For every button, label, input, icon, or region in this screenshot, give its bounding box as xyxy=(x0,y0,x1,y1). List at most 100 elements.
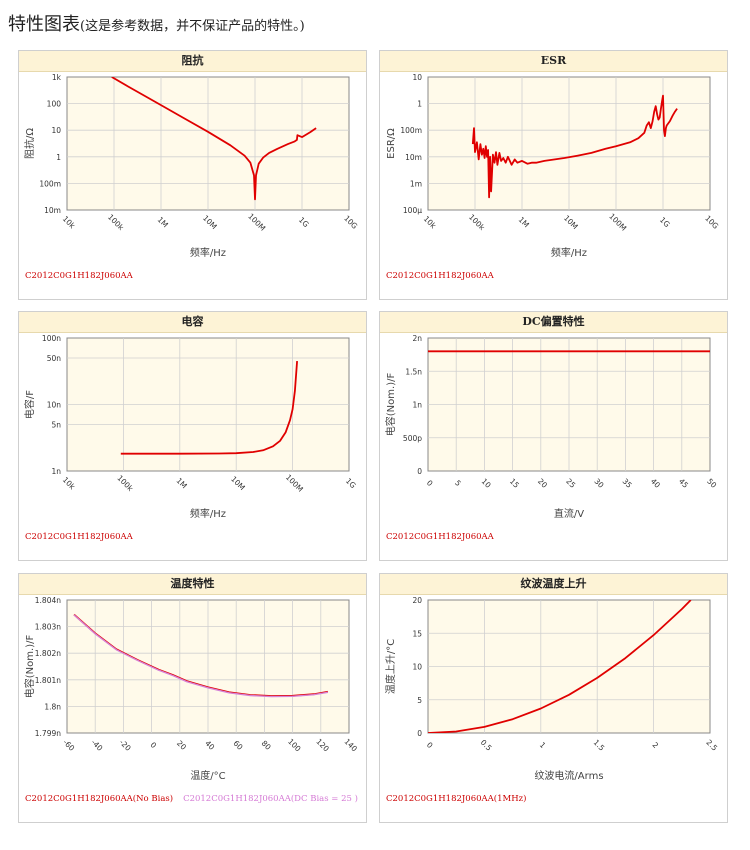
x-tick-label: 2.5 xyxy=(704,738,719,753)
impedance-chart-panel: 阻抗 10k 100k 1M 10M 100M 1G 10G 10m 100m 1 10 100 1k 频… xyxy=(18,50,367,300)
x-tick-label: 10k xyxy=(422,214,439,231)
dc-bias-chart: 0 5 10 15 20 25 30 35 40 45 50 0 500p 1n 1.5n 2n 直流/V 电容(… xyxy=(384,334,718,520)
y-tick-label: 20 xyxy=(412,596,422,605)
legend-entry: C2012C0G1H182J060AA xyxy=(25,532,133,542)
chart-title: 阻抗 xyxy=(19,51,366,72)
x-tick-label: 100k xyxy=(115,473,135,493)
y-tick-label: 10n xyxy=(47,401,62,410)
x-tick-label: 10M xyxy=(229,474,247,492)
x-axis-label: 纹波电流/Arms xyxy=(534,769,603,782)
chart-legend: C2012C0G1H182J060AA xyxy=(25,532,133,542)
x-tick-label: 10k xyxy=(61,214,78,231)
y-tick-label: 100n xyxy=(42,334,61,343)
page-title-main: 特性图表 xyxy=(8,14,80,35)
x-axis-label: 频率/Hz xyxy=(190,507,226,520)
y-axis-label: ESR/Ω xyxy=(386,128,397,159)
legend-entry: C2012C0G1H182J060AA(DC Bias = 25 ) xyxy=(183,794,358,804)
legend-entry: C2012C0G1H182J060AA(1MHz) xyxy=(386,794,527,804)
y-tick-label: 1.803n xyxy=(35,623,61,632)
y-tick-label: 0 xyxy=(417,729,422,738)
x-tick-label: 25 xyxy=(564,477,577,490)
y-tick-label: 1m xyxy=(410,179,422,188)
y-tick-label: 1 xyxy=(56,153,61,162)
x-tick-label: 0 xyxy=(425,478,435,488)
page-title: 特性图表(这是参考数据，并不保证产品的特性。) xyxy=(8,10,305,36)
x-tick-label: 0.5 xyxy=(479,738,494,753)
x-axis-label: 直流/V xyxy=(554,507,584,520)
y-tick-label: 1.799n xyxy=(35,729,61,738)
x-tick-label: 50 xyxy=(705,477,718,490)
esr-chart: 10k 100k 1M 10M 100M 1G 10G 100μ 1m 10m 100m 1 10 频率/… xyxy=(386,73,721,259)
y-tick-label: 1.802n xyxy=(35,649,61,658)
x-tick-label: -60 xyxy=(61,738,76,753)
y-tick-label: 50n xyxy=(47,354,62,363)
y-tick-label: 100 xyxy=(47,100,62,109)
chart-legend: C2012C0G1H182J060AA(1MHz) xyxy=(386,794,526,804)
x-tick-label: 2 xyxy=(650,740,660,750)
y-tick-label: 1.5n xyxy=(405,367,422,376)
x-axis-label: 温度/°C xyxy=(190,769,225,782)
x-tick-label: 100 xyxy=(286,737,303,754)
series-line xyxy=(428,600,692,733)
x-tick-label: 0 xyxy=(425,740,435,750)
series-line xyxy=(73,614,329,698)
x-tick-label: -40 xyxy=(89,738,104,753)
capacitance-chart: 10k 100k 1M 10M 100M 1G 1n 5n 10n 50n 100n 频率/Hz 电容/… xyxy=(23,334,358,520)
x-tick-label: 100M xyxy=(284,473,305,494)
y-tick-label: 100μ xyxy=(403,206,422,215)
y-axis-label: 电容/F xyxy=(23,390,36,419)
x-tick-label: 60 xyxy=(231,739,244,752)
page-subtitle: (这是参考数据，并不保证产品的特性。) xyxy=(80,19,305,34)
ripple-chart: 0 0.5 1 1.5 2 2.5 0 5 10 15 20 纹波电流/Arms 温度上升/°C xyxy=(384,596,719,782)
legend-entry: C2012C0G1H182J060AA xyxy=(386,271,494,281)
x-tick-label: 1 xyxy=(538,740,548,750)
x-tick-label: 1M xyxy=(517,215,531,229)
y-tick-label: 1k xyxy=(52,73,62,82)
y-tick-label: 5n xyxy=(51,421,61,430)
gridlines xyxy=(428,338,710,471)
chart-title: 温度特性 xyxy=(19,574,366,595)
x-tick-label: 100M xyxy=(246,212,267,233)
x-tick-label: 140 xyxy=(343,737,360,754)
dc-bias-chart-panel: DC偏置特性 0 5 10 15 20 25 30 35 40 45 50 0 500p 1n 1.5n 2n… xyxy=(379,311,728,561)
chart-legend: C2012C0G1H182J060AA xyxy=(386,271,494,281)
y-axis-label: 阻抗/Ω xyxy=(23,128,36,159)
x-tick-label: 10G xyxy=(342,214,359,231)
y-tick-label: 0 xyxy=(417,467,422,476)
temperature-chart: -60 -40 -20 0 20 40 60 80 100 120 140 1.799n 1.8n 1.8… xyxy=(23,596,360,782)
x-tick-label: 30 xyxy=(592,477,605,490)
x-tick-label: 1M xyxy=(156,215,170,229)
y-tick-label: 1n xyxy=(51,467,61,476)
x-tick-label: -20 xyxy=(118,738,133,753)
x-tick-label: 1G xyxy=(297,215,311,229)
capacitance-chart-panel: 电容 10k 100k 1M 10M 100M 1G 1n 5n 10n 50n 100n 频率/Hz… xyxy=(18,311,367,561)
x-tick-label: 15 xyxy=(508,477,521,490)
x-tick-label: 1.5 xyxy=(592,738,607,753)
x-axis-label: 频率/Hz xyxy=(551,246,587,259)
chart-legend: C2012C0G1H182J060AA xyxy=(25,271,133,281)
x-tick-label: 10M xyxy=(562,213,580,231)
x-tick-label: 45 xyxy=(677,477,690,490)
x-tick-label: 120 xyxy=(314,737,331,754)
x-tick-label: 10k xyxy=(61,475,78,492)
x-tick-label: 40 xyxy=(649,477,662,490)
x-tick-label: 10M xyxy=(201,213,219,231)
y-tick-label: 1.801n xyxy=(35,676,61,685)
gridlines xyxy=(67,77,349,210)
gridlines xyxy=(67,600,349,733)
x-tick-label: 100k xyxy=(467,212,487,232)
y-tick-label: 1.8n xyxy=(44,702,61,711)
y-tick-label: 10 xyxy=(51,126,61,135)
x-tick-label: 20 xyxy=(175,739,188,752)
temperature-chart-panel: 温度特性 -60 -40 -20 0 20 40 60 80 100 120 140 1.799n 1.… xyxy=(18,573,367,823)
x-tick-label: 1G xyxy=(658,215,672,229)
y-axis-label: 电容(Nom.)/F xyxy=(23,635,36,699)
gridlines xyxy=(428,600,710,733)
x-tick-label: 100k xyxy=(106,212,126,232)
x-tick-label: 1M xyxy=(174,476,188,490)
chart-legend: C2012C0G1H182J060AA xyxy=(386,532,494,542)
y-tick-label: 1n xyxy=(412,401,422,410)
y-axis-label: 电容(Nom.)/F xyxy=(384,373,397,437)
x-axis-label: 频率/Hz xyxy=(190,246,226,259)
series-line xyxy=(111,77,317,201)
